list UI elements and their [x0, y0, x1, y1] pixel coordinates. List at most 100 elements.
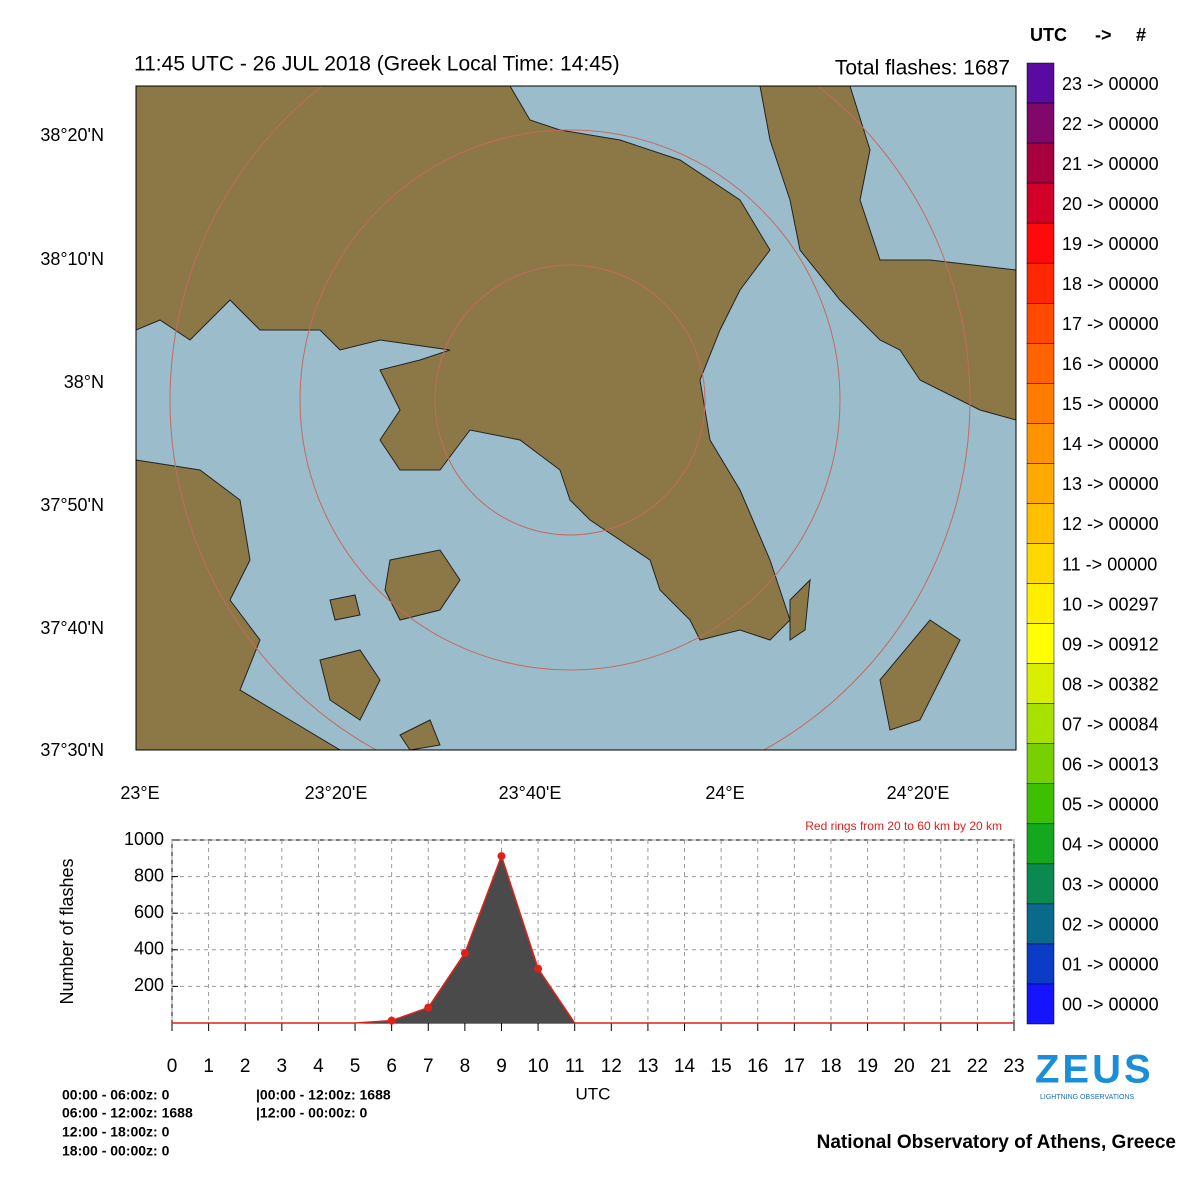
colorbar-label: 14 -> 00000	[1062, 434, 1159, 454]
x-tick-label: 6	[386, 1056, 397, 1077]
colorbar-label: 15 -> 00000	[1062, 394, 1159, 414]
colorbar-label: 21 -> 00000	[1062, 154, 1159, 174]
area	[172, 856, 1014, 1023]
colorbar-label: 08 -> 00382	[1062, 674, 1159, 694]
colorbar-header: ->	[1095, 25, 1112, 45]
y-tick-label: 600	[134, 902, 164, 922]
colorbar-label: 12 -> 00000	[1062, 514, 1159, 534]
colorbar-label: 10 -> 00297	[1062, 594, 1159, 614]
x-tick-label: 9	[496, 1056, 507, 1077]
colorbar-header: #	[1136, 25, 1146, 45]
colorbar-swatch	[1026, 663, 1055, 704]
x-tick-label: 3	[277, 1056, 288, 1077]
lat-label: 38°20'N	[40, 125, 104, 145]
lon-label: 23°E	[120, 783, 159, 803]
x-tick-label: 11	[565, 1056, 585, 1077]
x-tick-label: 10	[528, 1056, 549, 1077]
colorbar-label: 09 -> 00912	[1062, 634, 1159, 654]
summary-line: |12:00 - 00:00z: 0	[256, 1105, 368, 1121]
colorbar-swatch	[1026, 303, 1055, 344]
lon-label: 23°40'E	[499, 783, 562, 803]
lat-label: 37°30'N	[40, 740, 104, 760]
x-tick-label: 2	[240, 1056, 251, 1077]
plot-frame	[171, 839, 1015, 1024]
colorbar-swatch	[1026, 463, 1055, 504]
x-tick-label: 7	[423, 1056, 434, 1077]
land	[136, 86, 791, 641]
map-title: 11:45 UTC - 26 JUL 2018 (Greek Local Tim…	[134, 53, 620, 76]
island	[789, 578, 811, 641]
total-flashes: Total flashes: 1687	[835, 57, 1010, 80]
point	[460, 949, 469, 958]
colorbar-label: 13 -> 00000	[1062, 474, 1159, 494]
x-axis-label: UTC	[576, 1084, 611, 1103]
colorbar-label: 06 -> 00013	[1062, 754, 1159, 774]
island	[384, 549, 461, 621]
colorbar-swatch	[1026, 983, 1055, 1025]
lat-label: 37°50'N	[40, 495, 104, 515]
land	[136, 459, 341, 750]
y-axis-label: Number of flashes	[57, 858, 77, 1004]
colorbar-swatch	[1026, 543, 1055, 584]
summary-line: 00:00 - 06:00z: 0	[62, 1087, 170, 1103]
colorbar-label: 23 -> 00000	[1062, 74, 1159, 94]
map-frame	[135, 85, 1017, 751]
colorbar-swatch	[1026, 863, 1055, 905]
island	[879, 619, 961, 731]
colorbar-label: 20 -> 00000	[1062, 194, 1159, 214]
island	[319, 649, 381, 721]
y-tick-label: 200	[134, 975, 164, 995]
colorbar-label: 05 -> 00000	[1062, 795, 1159, 815]
logo-tagline: LIGHTNING OBSERVATIONS	[1040, 1094, 1134, 1101]
colorbar-swatch	[1026, 343, 1055, 384]
x-tick-label: 18	[820, 1056, 841, 1077]
colorbar-swatch	[1026, 182, 1055, 224]
colorbar-swatch	[1026, 743, 1055, 784]
lat-label: 38°N	[64, 372, 104, 392]
colorbar-label: 03 -> 00000	[1062, 875, 1159, 895]
x-tick-label: 16	[747, 1056, 768, 1077]
colorbar-label: 00 -> 00000	[1062, 995, 1159, 1015]
x-tick-label: 23	[1003, 1056, 1024, 1077]
island	[399, 719, 441, 750]
summary-line: 06:00 - 12:00z: 1688	[62, 1105, 193, 1121]
lon-label: 24°20'E	[887, 783, 950, 803]
footer: National Observatory of Athens, Greece	[817, 1132, 1176, 1153]
x-tick-label: 21	[930, 1056, 951, 1077]
range-ring	[434, 264, 706, 536]
point	[424, 1003, 433, 1012]
colorbar-swatch	[1026, 62, 1055, 104]
colorbar-swatch	[1026, 222, 1055, 264]
colorbar-label: 11 -> 00000	[1062, 554, 1157, 574]
colorbar-label: 02 -> 00000	[1062, 915, 1159, 935]
lat-label: 37°40'N	[40, 618, 104, 638]
x-tick-label: 20	[894, 1056, 915, 1077]
colorbar-swatch	[1026, 783, 1055, 825]
colorbar-swatch	[1026, 943, 1055, 985]
colorbar-swatch	[1026, 583, 1055, 624]
land	[759, 86, 1016, 421]
y-tick-label: 400	[134, 939, 164, 959]
range-ring	[169, 86, 971, 750]
summary-line: 18:00 - 00:00z: 0	[62, 1143, 170, 1159]
x-tick-label: 13	[637, 1056, 658, 1077]
summary-line: |00:00 - 12:00z: 1688	[256, 1087, 391, 1103]
y-tick-label: 1000	[124, 829, 164, 849]
x-tick-label: 15	[711, 1056, 732, 1077]
colorbar-label: 22 -> 00000	[1062, 114, 1159, 134]
point	[534, 964, 543, 973]
lon-label: 24°E	[705, 783, 744, 803]
summary-line: 12:00 - 18:00z: 0	[62, 1124, 170, 1140]
x-tick-label: 22	[967, 1056, 988, 1077]
colorbar-swatch	[1026, 383, 1055, 424]
colorbar-label: 04 -> 00000	[1062, 835, 1159, 855]
colorbar-swatch	[1026, 262, 1055, 304]
line	[172, 853, 1014, 1024]
x-tick-label: 4	[313, 1056, 324, 1077]
colorbar-label: 07 -> 00084	[1062, 714, 1159, 734]
colorbar-swatch	[1026, 503, 1055, 544]
lon-label: 23°20'E	[305, 783, 368, 803]
colorbar-label: 16 -> 00000	[1062, 354, 1159, 374]
x-tick-label: 12	[601, 1056, 622, 1077]
